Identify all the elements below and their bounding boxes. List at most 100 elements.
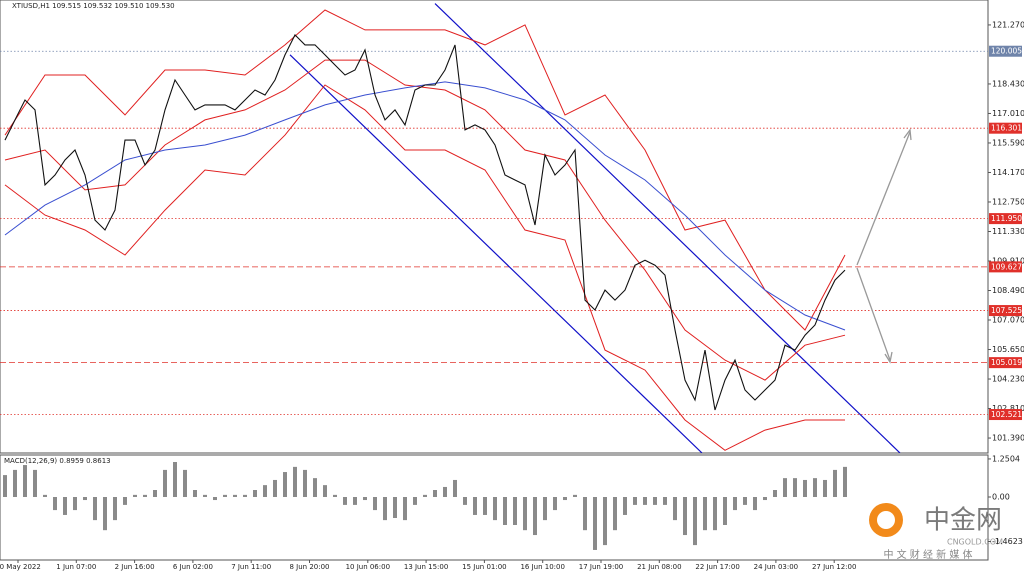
macd-bar (363, 497, 367, 501)
arrow-head (903, 128, 912, 141)
macd-bar (643, 497, 647, 505)
level-tag (989, 305, 1022, 317)
logo-site: CNGOLD.COM (947, 538, 1003, 547)
price-layer (0, 3, 988, 453)
macd-bar (3, 475, 7, 497)
x-tick-label: 24 Jun 03:00 (754, 563, 798, 571)
macd-bar (793, 478, 797, 497)
macd-bar (493, 497, 497, 521)
macd-tick-label: -1.4623 (992, 537, 1023, 546)
macd-bar (483, 497, 487, 515)
x-tick-label: 7 Jun 11:00 (231, 563, 271, 571)
macd-bar (823, 479, 827, 497)
macd-bar (443, 486, 447, 497)
price-line (4, 33, 846, 411)
macd-bar (743, 497, 747, 505)
macd-bar (313, 478, 317, 497)
y-tick-label: 105.650 (992, 345, 1024, 354)
macd-bar (713, 497, 717, 531)
arrow-up (856, 131, 911, 266)
macd-bar (233, 494, 237, 497)
macd-bar (153, 490, 157, 497)
macd-bar (273, 479, 277, 497)
x-tick-label: 13 Jun 15:00 (404, 563, 448, 571)
level-tag (989, 213, 1022, 225)
macd-bar (163, 469, 167, 497)
channel-line (434, 3, 901, 453)
macd-bar (83, 497, 87, 501)
macd-tick-label: 1.2504 (992, 454, 1020, 463)
macd-bar (383, 497, 387, 521)
macd-bar (753, 497, 757, 511)
level-label: 105.019 (991, 358, 1022, 367)
macd-bar (623, 497, 627, 515)
arrow-down (856, 267, 891, 361)
x-tick-label: 8 Jun 20:00 (289, 563, 329, 571)
x-tick-label: 10 Jun 06:00 (346, 563, 390, 571)
macd-bar (833, 469, 837, 497)
macd-tick-label: 0.00 (992, 493, 1010, 502)
macd-bar (333, 494, 337, 497)
level-label: 102.521 (991, 410, 1022, 419)
macd-bar (343, 497, 347, 505)
macd-bar (183, 469, 187, 497)
x-tick-label: 6 Jun 02:00 (173, 563, 213, 571)
level-label: 107.525 (991, 306, 1022, 315)
x-tick-label: 22 Jun 17:00 (695, 563, 739, 571)
macd-bar (593, 497, 597, 550)
macd-bar (473, 497, 477, 515)
y-tick-label: 121.270 (992, 20, 1024, 29)
y-tick-label: 109.910 (992, 256, 1024, 265)
macd-bar (783, 478, 787, 497)
macd-bar (663, 497, 667, 505)
y-tick-label: 104.230 (992, 375, 1024, 384)
macd-bar (213, 497, 217, 501)
macd-bar (53, 497, 57, 511)
macd-bar (533, 497, 537, 536)
macd-bar (403, 497, 407, 521)
macd-bar (843, 466, 847, 497)
macd-bar (303, 469, 307, 497)
x-tick-label: 2 Jun 16:00 (115, 563, 155, 571)
x-tick-label: 15 Jun 01:00 (462, 563, 506, 571)
macd-bar (703, 497, 707, 531)
y-tick-label: 102.810 (992, 404, 1024, 413)
projection-arrows (856, 128, 912, 364)
macd-bar (373, 497, 377, 511)
y-tick-label: 111.330 (992, 227, 1024, 236)
y-tick-label: 112.750 (992, 197, 1024, 206)
x-tick-label: 27 Jun 12:00 (812, 563, 856, 571)
macd-bar (203, 494, 207, 497)
y-tick-label: 115.590 (992, 138, 1024, 147)
x-tick-label: 17 Jun 19:00 (579, 563, 623, 571)
macd-bar (773, 490, 777, 497)
band-line (4, 9, 846, 331)
x-tick-label: 1 Jun 07:00 (56, 563, 96, 571)
macd-bar (683, 497, 687, 536)
macd-bar (33, 469, 37, 497)
macd-bar (423, 494, 427, 497)
channel-line (289, 54, 703, 453)
macd-bar (513, 497, 517, 525)
macd-bar (393, 497, 397, 518)
level-label: 109.627 (991, 262, 1022, 271)
macd-bar (23, 465, 27, 497)
logo-inner (877, 511, 895, 529)
macd-bar (413, 497, 417, 505)
macd-bar (613, 497, 617, 531)
x-tick-label: 21 Jun 08:00 (637, 563, 681, 571)
y-tick-label: 117.010 (992, 109, 1024, 118)
macd-bar (43, 494, 47, 497)
macd-title: MACD(12,26,9) 0.8959 0.8613 (4, 457, 111, 465)
macd-bar (263, 485, 267, 497)
macd-bar (453, 479, 457, 497)
macd-bar (523, 497, 527, 531)
level-tag (989, 45, 1022, 57)
level-label: 120.005 (991, 47, 1022, 56)
level-tag (989, 122, 1022, 134)
level-tag (989, 261, 1022, 273)
y-tick-label: 118.430 (992, 79, 1024, 88)
level-label: 111.950 (991, 214, 1022, 223)
macd-bar (143, 494, 147, 497)
